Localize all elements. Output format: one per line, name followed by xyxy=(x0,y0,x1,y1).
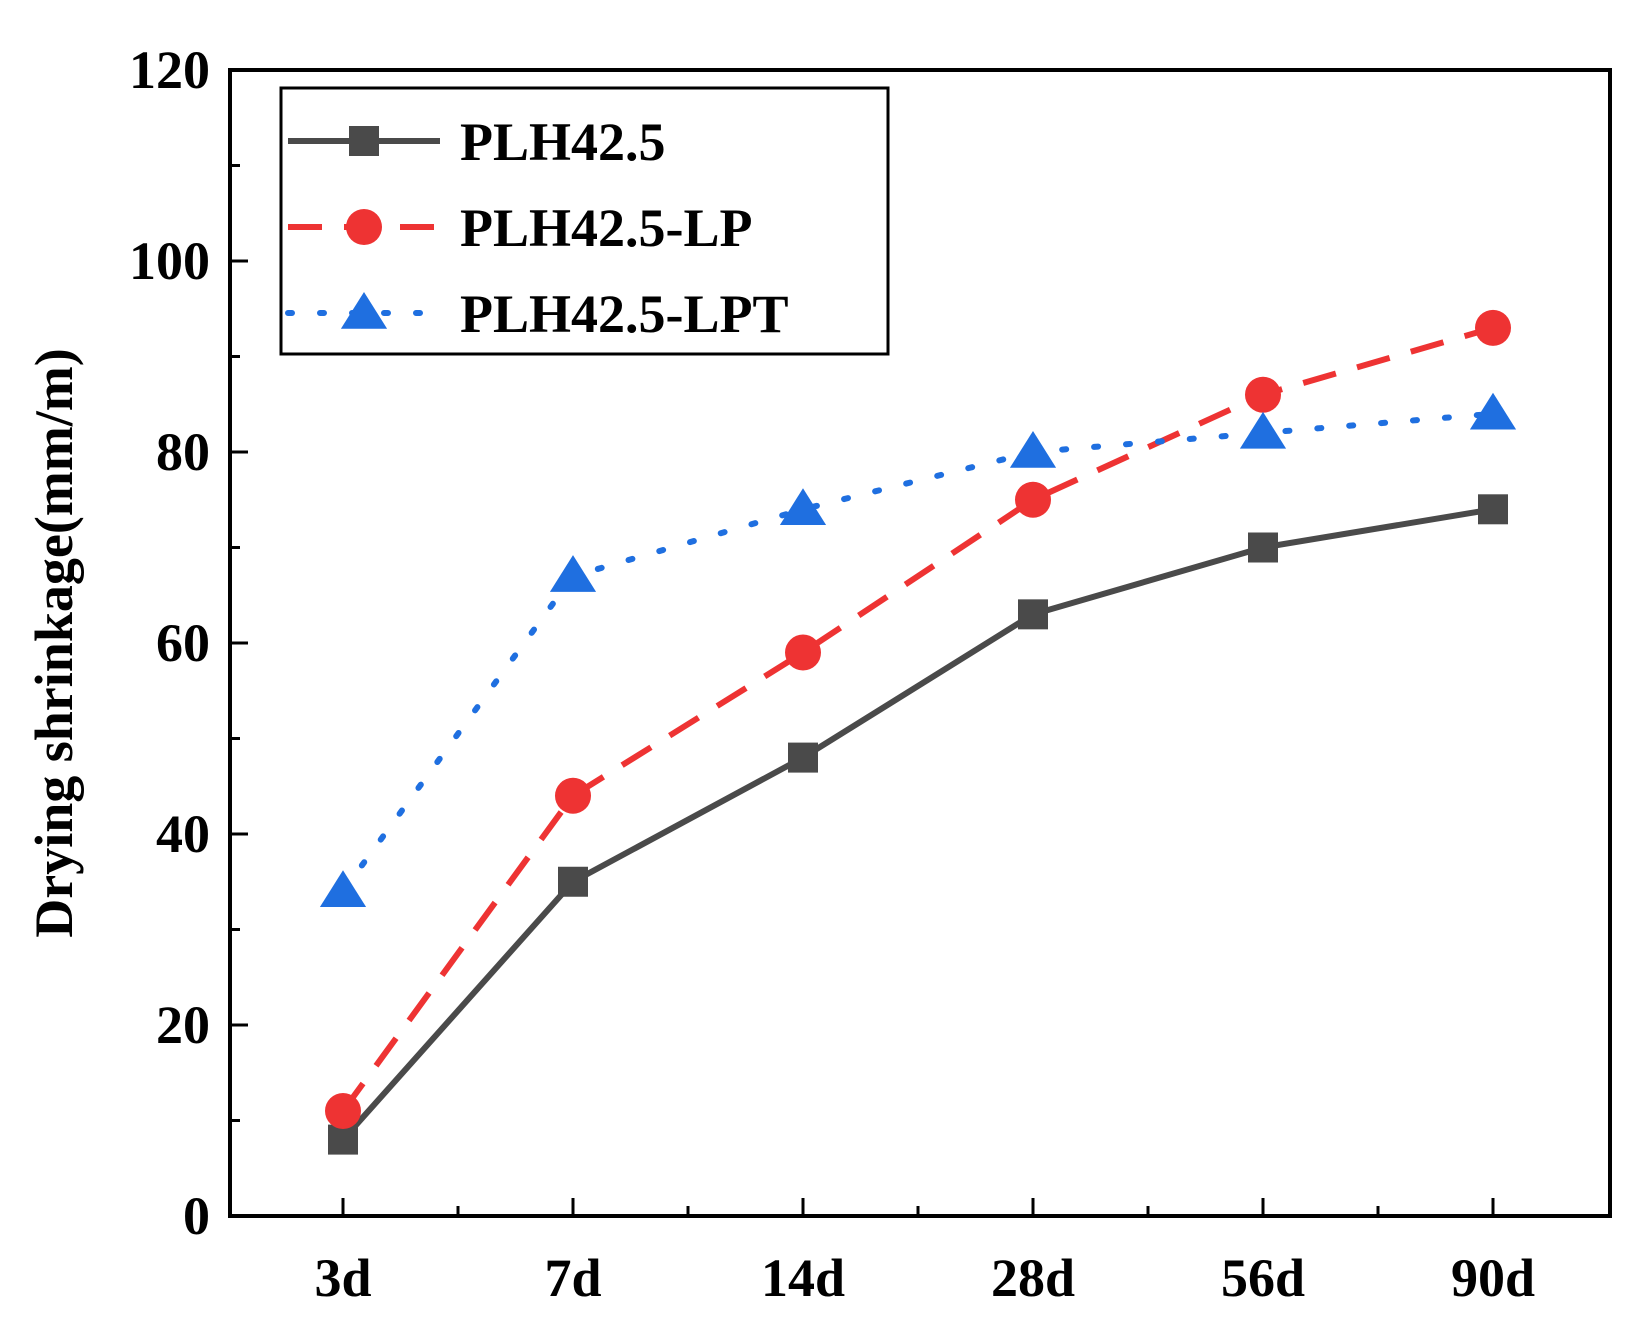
data-point-square xyxy=(788,742,818,773)
series-line xyxy=(340,324,1494,1113)
legend-label: PLH42.5-LP xyxy=(460,198,753,258)
legend-label: PLH42.5-LPT xyxy=(460,284,789,344)
series-line xyxy=(340,506,1494,1142)
data-point-square xyxy=(1018,599,1048,630)
y-tick-label: 60 xyxy=(156,613,210,673)
legend-marker-square xyxy=(349,126,379,156)
legend-box xyxy=(279,86,890,356)
data-point-square xyxy=(328,1124,358,1155)
data-point-circle xyxy=(1475,309,1511,346)
series-square xyxy=(328,494,1508,1155)
series-layer xyxy=(319,309,1517,1155)
data-point-square xyxy=(558,866,588,897)
x-tick-label: 56d xyxy=(1221,1248,1305,1308)
y-tick-label: 40 xyxy=(156,804,210,864)
series-circle xyxy=(325,309,1511,1129)
data-point-square xyxy=(1478,494,1508,525)
data-point-square xyxy=(1248,532,1278,563)
y-tick-label: 0 xyxy=(183,1186,210,1246)
y-axis-title: Drying shrinkage(mm/m) xyxy=(24,348,84,937)
legend-marker-circle xyxy=(346,209,382,245)
legend-items: PLH42.5 PLH42.5-LP PLH42.5-LPT xyxy=(285,112,789,344)
data-point-triangle xyxy=(1469,392,1517,430)
x-tick-label: 14d xyxy=(761,1248,845,1308)
x-tick-label: 28d xyxy=(991,1248,1075,1308)
data-point-triangle xyxy=(319,870,367,908)
data-point-triangle xyxy=(1239,411,1287,449)
data-point-circle xyxy=(1245,376,1281,413)
series-line xyxy=(340,410,1496,895)
y-axis-ticks: 0 20 40 60 80 100 120 xyxy=(129,40,248,1246)
x-tick-label: 90d xyxy=(1451,1248,1535,1308)
legend-label: PLH42.5 xyxy=(460,112,666,172)
legend: PLH42.5 PLH42.5-LP PLH42.5-LPT xyxy=(279,86,890,356)
y-tick-label: 100 xyxy=(129,231,210,291)
x-tick-label: 7d xyxy=(544,1248,601,1308)
x-axis-ticks: 3d 7d 14d 28d 56d 90d xyxy=(314,1198,1535,1308)
legend-marker-triangle xyxy=(340,292,388,329)
data-point-circle xyxy=(1015,481,1051,518)
data-point-circle xyxy=(325,1092,361,1129)
y-tick-label: 120 xyxy=(129,40,210,100)
data-point-triangle xyxy=(1009,431,1057,468)
series-triangle xyxy=(319,392,1517,908)
data-point-circle xyxy=(785,634,821,671)
data-point-triangle xyxy=(779,488,827,526)
x-tick-label: 3d xyxy=(314,1248,371,1308)
data-point-triangle xyxy=(549,555,597,592)
y-tick-label: 80 xyxy=(156,422,210,482)
y-tick-label: 20 xyxy=(156,995,210,1055)
data-point-circle xyxy=(555,777,591,814)
